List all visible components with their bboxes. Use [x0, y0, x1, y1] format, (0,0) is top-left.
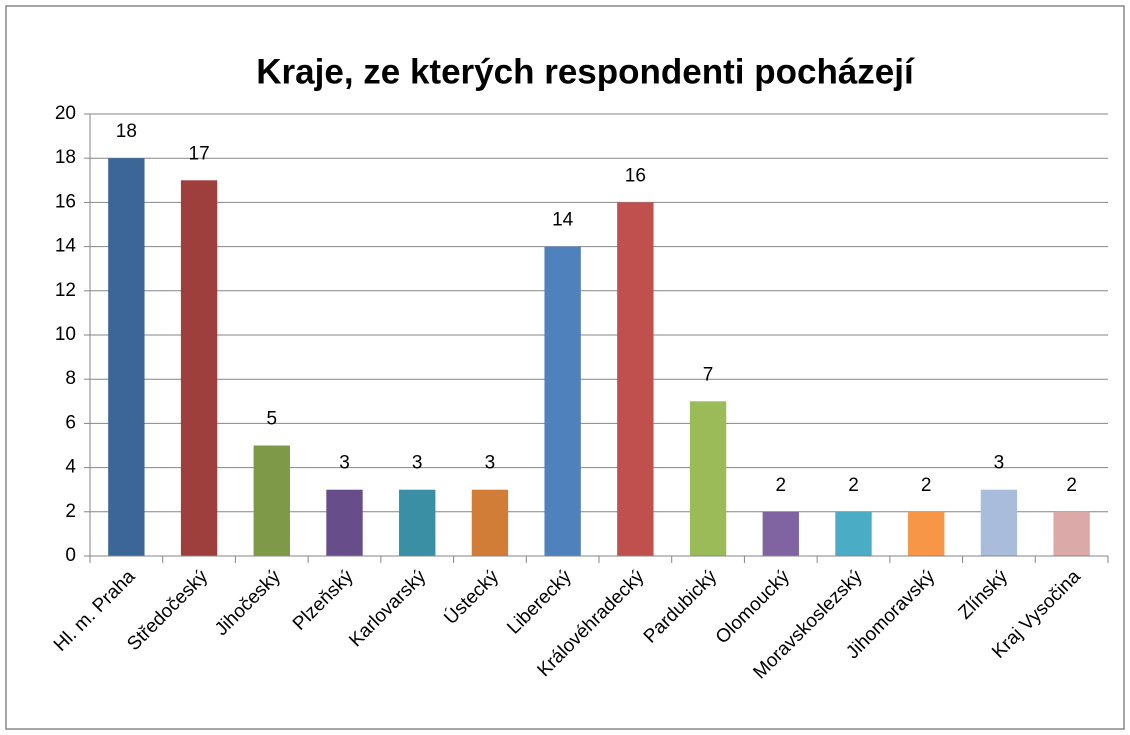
y-tick-label: 14	[55, 236, 77, 257]
y-tick-label: 10	[55, 324, 76, 345]
data-label: 2	[848, 475, 859, 496]
bar	[544, 246, 581, 556]
data-label: 2	[1066, 475, 1077, 496]
bar	[108, 158, 145, 556]
y-tick-label: 0	[65, 545, 76, 566]
data-label: 14	[552, 210, 574, 231]
y-tick-label: 20	[55, 103, 76, 124]
data-label: 16	[625, 165, 646, 186]
bar	[180, 180, 218, 557]
bar	[835, 511, 872, 556]
data-label: 5	[266, 409, 277, 430]
bar	[253, 445, 290, 556]
bar	[326, 489, 363, 556]
bar	[762, 511, 799, 556]
data-label: 17	[189, 143, 210, 164]
y-tick-label: 16	[55, 191, 76, 212]
bar	[908, 511, 945, 556]
y-tick-label: 8	[65, 368, 76, 389]
bar	[471, 489, 509, 556]
data-label: 3	[994, 453, 1005, 474]
chart-title: Kraje, ze kterých respondenti pocházejí	[256, 52, 915, 91]
y-tick-label: 2	[65, 501, 76, 522]
data-label: 7	[703, 364, 714, 385]
bar	[399, 489, 436, 556]
y-tick-label: 6	[65, 412, 76, 433]
bar	[617, 202, 654, 556]
data-label: 3	[339, 453, 350, 474]
data-label: 3	[412, 453, 423, 474]
y-tick-label: 18	[55, 147, 76, 168]
data-label: 3	[485, 453, 496, 474]
y-tick-label: 4	[65, 457, 76, 478]
data-label: 18	[116, 121, 137, 142]
data-label: 2	[775, 475, 786, 496]
y-tick-label: 12	[55, 280, 76, 301]
data-label: 2	[921, 475, 932, 496]
bar	[980, 489, 1018, 556]
bar	[689, 401, 727, 556]
bar	[1053, 511, 1090, 556]
